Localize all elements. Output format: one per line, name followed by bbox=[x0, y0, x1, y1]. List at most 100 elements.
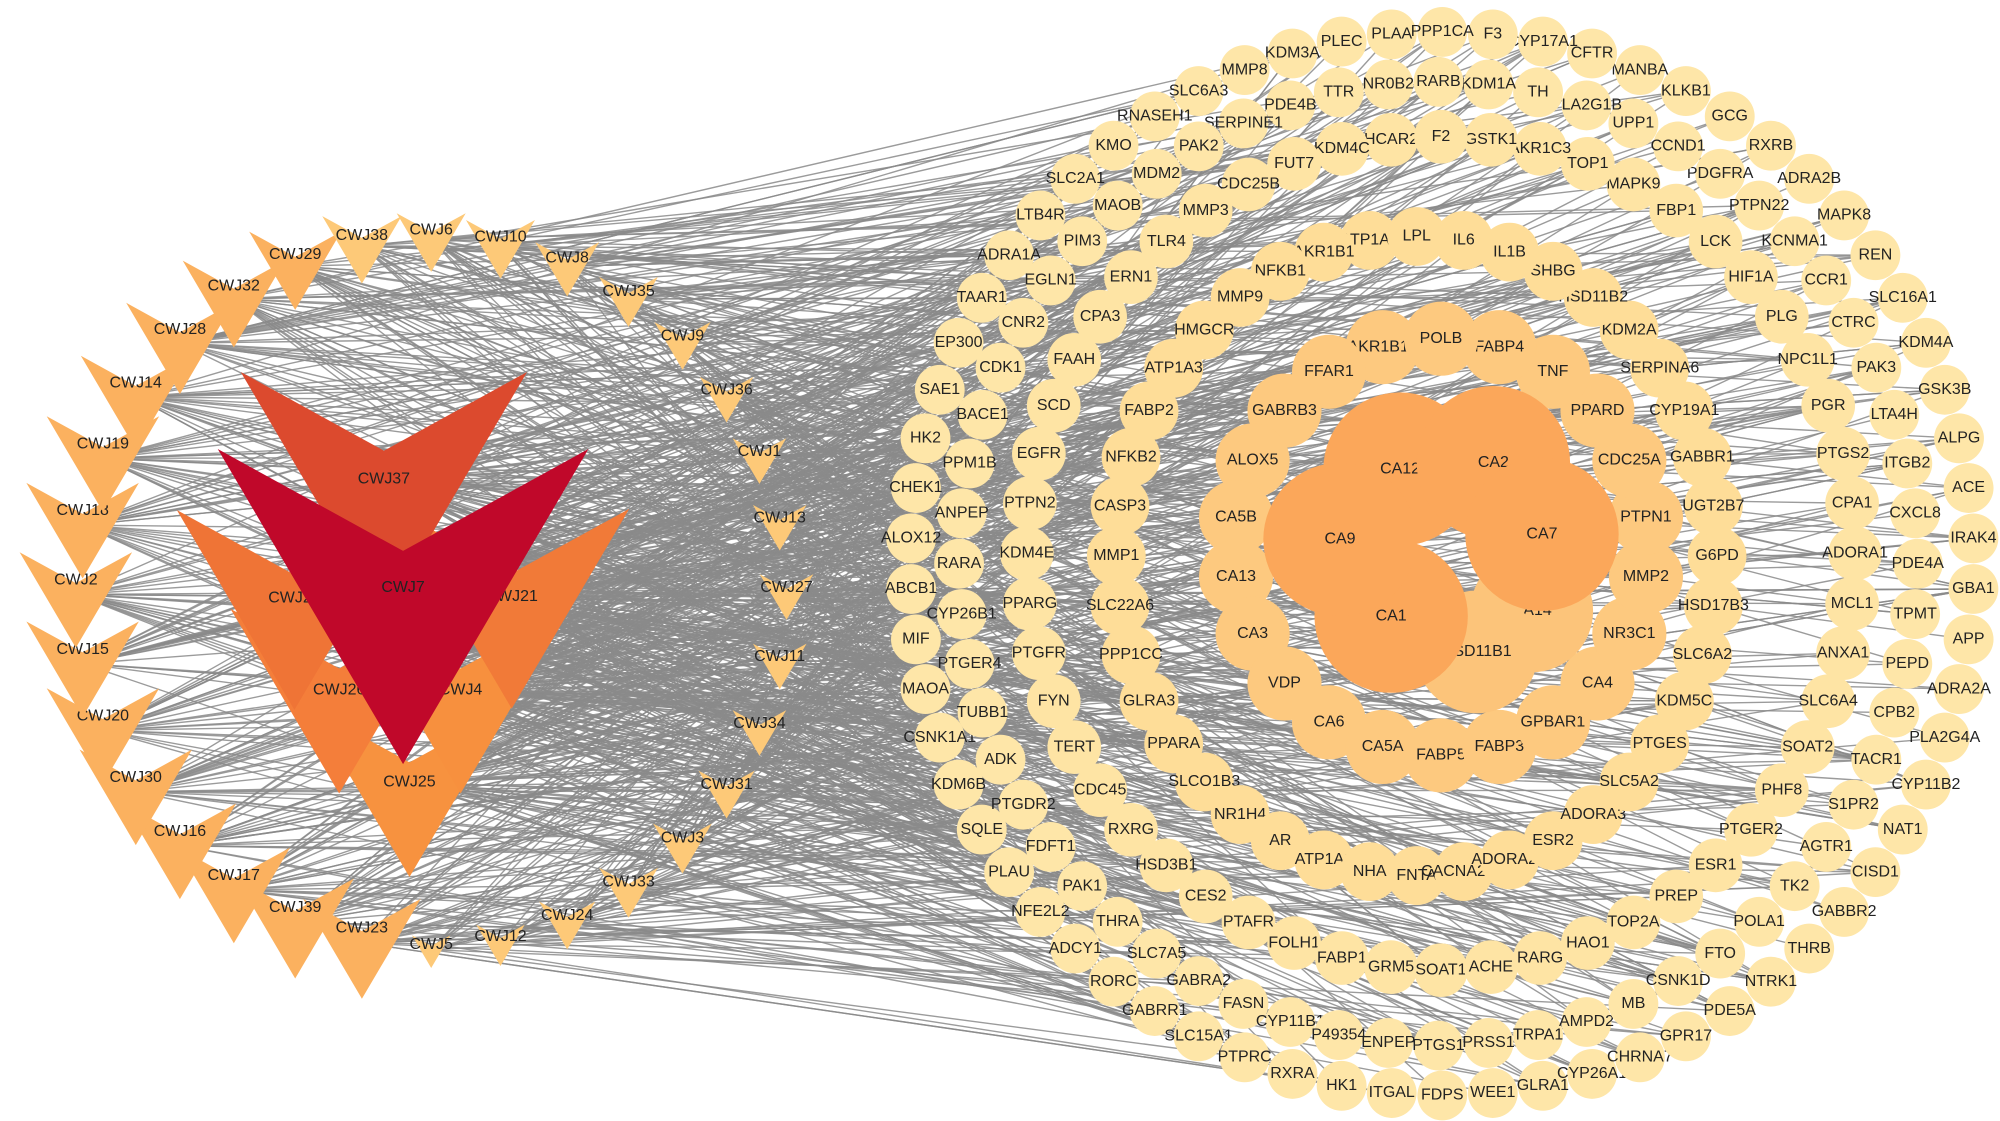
compound-shape bbox=[303, 898, 421, 999]
target-circle bbox=[1567, 28, 1617, 79]
target-node: ADCY1 bbox=[1049, 923, 1102, 974]
target-circle bbox=[1653, 956, 1704, 1006]
target-node: TERT bbox=[1047, 720, 1102, 774]
target-circle bbox=[1654, 381, 1714, 441]
target-label: PPM1B bbox=[943, 455, 997, 472]
compound-node: CWJ3 bbox=[653, 823, 712, 874]
target-label: UGT2B7 bbox=[1682, 497, 1744, 514]
target-label: CA9 bbox=[1324, 531, 1355, 548]
target-node: CNR2 bbox=[998, 297, 1049, 348]
target-label: PTGER2 bbox=[1719, 821, 1783, 838]
compound-shape bbox=[599, 276, 658, 327]
compound-node: CWJ16 bbox=[123, 803, 237, 900]
compound-label: CWJ29 bbox=[269, 246, 321, 263]
compound-node: CWJ1 bbox=[732, 438, 787, 484]
target-node: CCND1 bbox=[1651, 121, 1706, 172]
target-node: THRB bbox=[1784, 923, 1835, 974]
target-circle bbox=[1003, 476, 1057, 531]
target-node: FDPS bbox=[1417, 1070, 1468, 1121]
target-circle bbox=[933, 759, 984, 810]
target-label: RARB bbox=[1416, 73, 1460, 90]
target-node: ANPEP bbox=[935, 488, 989, 539]
target-label: FDPS bbox=[1421, 1087, 1464, 1104]
target-label: SHBG bbox=[1530, 263, 1575, 280]
target-label: KDM4E bbox=[999, 545, 1054, 562]
target-circle bbox=[984, 847, 1035, 898]
target-circle bbox=[900, 413, 951, 464]
target-circle bbox=[1025, 822, 1076, 872]
target-node: CSNK1A1 bbox=[903, 712, 976, 763]
target-circle bbox=[1934, 413, 1984, 464]
target-node: PTGER4 bbox=[938, 638, 1002, 689]
target-label: PPP1CC bbox=[1099, 646, 1163, 663]
target-label: F3 bbox=[1483, 26, 1502, 43]
target-label: REN bbox=[1859, 246, 1893, 263]
compound-label: CWJ14 bbox=[110, 374, 162, 391]
target-node: MCL1 bbox=[1825, 576, 1879, 631]
target-label: RORC bbox=[1090, 973, 1137, 990]
target-label: FDFT1 bbox=[1026, 838, 1076, 855]
target-label: GABRB3 bbox=[1252, 402, 1317, 419]
edge bbox=[500, 942, 1539, 1036]
target-label: CNR2 bbox=[1002, 314, 1046, 331]
target-node: GCG bbox=[1704, 91, 1755, 142]
target-circle bbox=[1313, 1010, 1364, 1060]
target-label: IRAK4 bbox=[1950, 530, 1996, 547]
compound-shape bbox=[46, 688, 160, 784]
target-label: PLEC bbox=[1321, 33, 1363, 50]
target-node: MAOA bbox=[900, 664, 951, 714]
target-label: NPC1L1 bbox=[1778, 351, 1838, 368]
target-label: MMP8 bbox=[1222, 61, 1268, 78]
edge bbox=[409, 781, 1199, 1038]
target-label: ACHE bbox=[1469, 958, 1513, 975]
target-label: TACR1 bbox=[1851, 751, 1902, 768]
target-circle bbox=[1101, 625, 1161, 685]
edge bbox=[409, 781, 1155, 1012]
target-label: CXCL8 bbox=[1889, 505, 1941, 522]
target-node: ATP1A1 bbox=[1294, 830, 1354, 890]
target-node: FAAH bbox=[1047, 332, 1102, 387]
target-label: RARG bbox=[1517, 949, 1563, 966]
target-label: PIM3 bbox=[1064, 232, 1101, 249]
target-circle bbox=[1363, 59, 1414, 110]
compound-label: CWJ26 bbox=[313, 681, 365, 698]
target-node: KDM4C bbox=[1314, 122, 1370, 176]
target-label: MANBA bbox=[1611, 61, 1668, 78]
target-circle bbox=[1850, 230, 1901, 281]
target-circle bbox=[1816, 426, 1870, 481]
target-label: RXRA bbox=[1270, 1065, 1315, 1082]
target-label: ADCY1 bbox=[1049, 940, 1102, 957]
target-node: PHF8 bbox=[1754, 763, 1809, 818]
edge bbox=[460, 209, 1677, 691]
target-label: CASP3 bbox=[1094, 497, 1146, 514]
compound-label: CWJ31 bbox=[700, 776, 752, 793]
compound-node: CWJ9 bbox=[654, 321, 711, 370]
target-label: HIF1A bbox=[1728, 268, 1774, 285]
target-circle bbox=[1948, 564, 1999, 614]
target-label: CPA3 bbox=[1080, 308, 1121, 325]
target-circle bbox=[1131, 148, 1182, 199]
compound-node: CWJ5 bbox=[409, 935, 453, 968]
target-circle bbox=[1919, 712, 1970, 763]
target-label: THRA bbox=[1096, 913, 1140, 930]
target-label: GABRA2 bbox=[1166, 972, 1231, 989]
target-node: CPB2 bbox=[1869, 687, 1920, 738]
target-circle bbox=[936, 488, 987, 539]
target-node: PLA2G1B bbox=[1551, 80, 1622, 131]
target-circle bbox=[1819, 886, 1870, 937]
compound-label: CWJ32 bbox=[208, 277, 260, 294]
target-label: HSD3B1 bbox=[1135, 857, 1197, 874]
target-node: PAK3 bbox=[1851, 342, 1902, 393]
target-label: PTGES bbox=[1633, 735, 1687, 752]
target-circle bbox=[1517, 16, 1568, 67]
target-label: ADRA2A bbox=[1927, 680, 1991, 697]
target-label: APP bbox=[1953, 631, 1985, 648]
target-label: CHEK1 bbox=[889, 479, 942, 496]
target-circle bbox=[1366, 9, 1417, 60]
target-circle bbox=[1769, 861, 1820, 912]
target-node: GPR17 bbox=[1660, 1011, 1712, 1062]
target-label: SLC22A6 bbox=[1086, 597, 1154, 614]
target-circle bbox=[1567, 1048, 1617, 1099]
target-node: CPA3 bbox=[1073, 289, 1127, 344]
target-circle bbox=[1467, 1068, 1518, 1118]
